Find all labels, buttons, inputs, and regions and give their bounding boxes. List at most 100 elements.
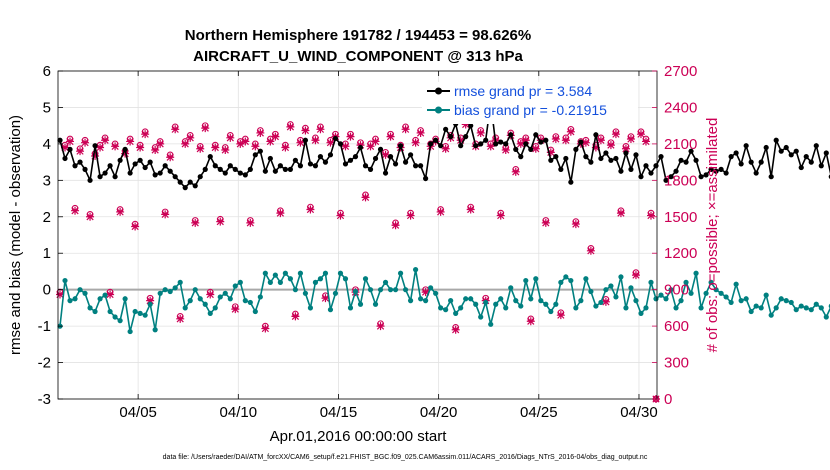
rmse-point <box>127 170 133 176</box>
legend-box <box>422 82 638 124</box>
bias-point <box>87 305 93 311</box>
obs-assimilated-point <box>381 150 390 159</box>
obs-assimilated-point <box>166 153 175 162</box>
rmse-point <box>137 157 143 163</box>
rmse-point <box>683 159 689 165</box>
bias-point <box>277 279 283 285</box>
obs-assimilated-point <box>611 130 620 139</box>
rmse-point <box>648 170 654 176</box>
obs-assimilated-point <box>571 220 580 229</box>
bias-point <box>107 308 113 315</box>
obs-assimilated-point <box>631 271 640 280</box>
plot-area <box>58 71 657 399</box>
obs-assimilated-point <box>486 142 495 151</box>
rmse-point <box>418 163 424 169</box>
bias-point <box>152 327 158 333</box>
bias-point <box>813 301 819 307</box>
rmse-point <box>302 137 309 143</box>
obs-assimilated-point <box>366 142 375 151</box>
bias-point <box>543 301 549 307</box>
obs-assimilated-point <box>466 205 475 214</box>
rmse-point <box>703 172 709 178</box>
bias-point <box>232 283 238 289</box>
obs-assimilated-point <box>201 124 210 133</box>
bias-point <box>377 287 384 293</box>
obs-assimilated-point <box>176 314 185 323</box>
bias-point <box>433 290 439 296</box>
rmse-point <box>603 150 609 156</box>
rmse-point <box>97 174 103 180</box>
rmse-point <box>282 166 288 172</box>
obs-assimilated-point <box>561 136 570 145</box>
obs-assimilated-point <box>146 296 155 305</box>
bias-point <box>553 301 559 307</box>
bias-point <box>327 307 334 313</box>
y-right-tick-label: 600 <box>664 318 689 335</box>
rmse-point <box>733 150 739 156</box>
data-file-footnote: data file: /Users/raeder/DAI/ATM_forcXX/… <box>163 454 648 461</box>
obs-assimilated-point <box>286 122 295 131</box>
bias-point <box>62 277 68 284</box>
bias-point <box>628 285 634 291</box>
bias-point <box>307 305 314 311</box>
bias-point <box>137 310 143 316</box>
rmse-point <box>608 157 614 163</box>
bias-point <box>372 301 379 307</box>
rmse-point <box>362 163 369 169</box>
rmse-point <box>292 157 298 163</box>
bias-point <box>788 299 794 306</box>
y-right-tick-label: 2400 <box>664 99 697 116</box>
bias-point <box>663 296 669 302</box>
bias-point <box>493 301 499 307</box>
obs-assimilated-point <box>66 137 75 146</box>
y-axis-label-left: rmse and bias (model - observation) <box>7 115 24 355</box>
bias-point <box>127 328 133 335</box>
rmse-point <box>207 154 213 160</box>
rmse-point <box>102 170 108 176</box>
bias-point <box>157 290 163 296</box>
bias-point <box>97 296 103 302</box>
obs-assimilated-point <box>116 207 125 216</box>
rmse-point <box>347 157 354 163</box>
bias-point <box>227 296 233 302</box>
bias-point <box>808 307 814 313</box>
obs-assimilated-point <box>551 135 560 144</box>
obs-assimilated-point <box>81 138 90 147</box>
bias-point <box>252 308 258 315</box>
rmse-point <box>773 137 779 143</box>
rmse-point <box>793 148 799 154</box>
rmse-point <box>653 163 659 169</box>
rmse-point <box>332 135 339 142</box>
rmse-point <box>448 134 454 140</box>
bias-point <box>317 276 324 282</box>
chart-title-line2: AIRCRAFT_U_WIND_COMPONENT @ 313 hPa <box>193 48 523 65</box>
rmse-point <box>242 172 248 178</box>
bias-point <box>272 272 278 278</box>
obs-assimilated-point <box>151 145 160 154</box>
rmse-point <box>142 164 148 171</box>
bias-point <box>723 294 729 300</box>
bias-point <box>548 308 554 315</box>
rmse-point <box>287 166 293 172</box>
bias-point <box>523 277 529 284</box>
obs-assimilated-point <box>391 221 400 230</box>
obs-assimilated-point <box>371 137 380 146</box>
obs-assimilated-point <box>256 128 265 137</box>
rmse-point <box>272 168 278 174</box>
bias-point <box>418 296 424 302</box>
rmse-point <box>392 161 399 167</box>
rmse-point <box>563 155 569 162</box>
plot-frame <box>57 70 658 400</box>
bias-point <box>212 305 218 311</box>
obs-assimilated-point <box>96 143 105 152</box>
y-left-tick-label: 3 <box>43 172 51 189</box>
bias-point <box>538 298 544 304</box>
rmse-point <box>357 144 364 151</box>
rmse-point <box>643 163 649 169</box>
obs-assimilated-point <box>336 211 345 220</box>
obs-assimilated-point <box>511 167 520 176</box>
obs-assimilated-point <box>191 218 200 227</box>
bias-point <box>382 279 389 285</box>
rmse-point <box>397 143 404 149</box>
rmse-point <box>533 132 539 138</box>
